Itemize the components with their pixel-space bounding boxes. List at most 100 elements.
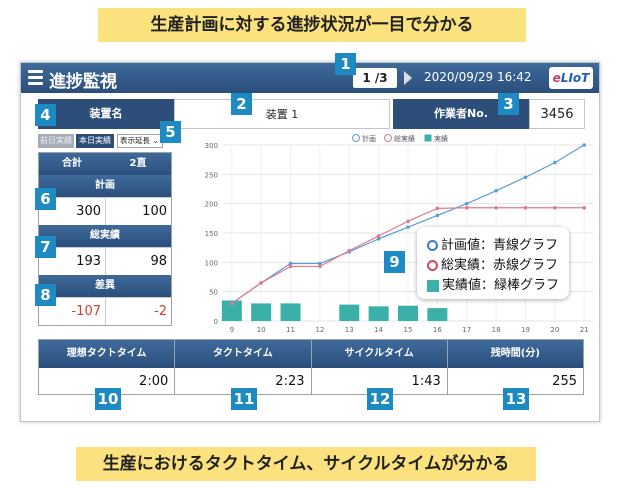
plan-label: 計画 [39,175,171,197]
stats-total-header: 合計 [39,153,105,175]
tab-today[interactable]: 本日実績 [76,134,114,148]
plan-point [435,213,440,218]
takt-column: タクトタイム 2:23 [174,340,311,394]
blue-ring-icon [427,240,438,251]
plan-point [494,188,498,193]
badge-2: 2 [231,93,252,115]
legend-actual-text: 実績値：緑棒グラフ [442,278,560,293]
x-tick-label: 9 [230,326,234,334]
legend-marker [352,134,360,142]
badge-3: 3 [498,93,519,115]
x-tick-label: 12 [315,326,324,334]
actual-total-point [494,205,498,210]
legend-row-actual: 実績値：緑棒グラフ [427,274,559,293]
actual-total-point [347,248,352,253]
x-tick-label: 10 [257,326,266,334]
progress-monitor-panel: 進捗監視 1 /3 2020/09/29 16:42 eLIoT 装置名 装置 … [20,62,600,422]
x-tick-label: 20 [550,326,559,334]
actual-total-point [553,205,557,210]
x-tick-label: 17 [462,326,471,334]
plan-point [288,261,293,266]
remaining-value: 255 [552,374,577,389]
actual-bar [368,306,389,321]
actual-total-point [230,301,234,306]
actual-total-point [288,264,293,269]
actual-bar [427,308,448,321]
stats-table: 合計 2直 計画 300 100 総実績 193 98 差異 -107 -2 [38,152,172,326]
badge-12: 12 [367,388,393,410]
plan-point [318,261,322,266]
legend-row-plan: 計画値：青線グラフ [427,234,558,253]
legend-row-actual-total: 総実績：赤線グラフ [427,254,558,273]
actual-total-point [259,281,263,285]
callout-takt: 生産におけるタクトタイム、サイクルタイムが分かる [76,447,536,481]
legend-plan-text: 計画値：青線グラフ [441,238,559,253]
remaining-label: 残時間(分) [447,340,583,368]
plan-shift2: 100 [105,197,171,225]
takt-value: 2:23 [275,374,305,389]
actual-total: 193 [39,247,105,275]
cycle-label: サイクルタイム [311,340,447,368]
plan-point [464,201,469,206]
cycle-column: サイクルタイム 1:43 [310,340,447,394]
legend-label: 計画 [362,134,376,143]
actual-total-point [406,219,410,224]
callout-progress: 生産計画に対する進捗状況が一目で分かる [98,8,526,42]
logo-e: e [552,71,561,85]
title-bar: 進捗監視 1 /3 2020/09/29 16:42 eLIoT [21,63,599,93]
y-tick-label: 300 [205,142,218,150]
legend-box: 計画値：青線グラフ 総実績：赤線グラフ 実績値：緑棒グラフ [417,227,569,299]
page-indicator[interactable]: 1 /3 [353,68,397,88]
plan-point [582,143,586,147]
y-tick-label: 250 [205,171,218,179]
logo: eLIoT [549,67,593,89]
ideal-takt-value: 2:00 [139,374,169,389]
actual-total-point [318,264,322,269]
badge-9: 9 [384,251,405,273]
cycle-value: 1:43 [411,374,441,389]
y-tick-label: 150 [205,230,218,238]
next-page-arrow-icon[interactable] [404,71,412,85]
menu-icon[interactable] [28,70,43,86]
plan-point [553,160,557,165]
badge-1: 1 [335,53,356,75]
badge-8: 8 [35,284,56,306]
red-ring-icon [427,260,438,271]
ideal-takt-label: 理想タクトタイム [39,340,175,368]
actual-label: 総実績 [39,225,171,247]
device-name-label: 装置名 [38,99,174,129]
ideal-takt-column: 理想タクトタイム 2:00 [39,340,175,394]
actual-bar [398,305,418,321]
actual-bar [221,300,242,321]
actual-bar [339,304,360,321]
x-tick-label: 15 [404,326,413,334]
y-tick-label: 200 [205,201,218,209]
green-square-icon [427,279,439,292]
remaining-column: 残時間(分) 255 [446,340,583,394]
badge-5: 5 [160,121,181,143]
x-tick-label: 11 [286,326,295,334]
x-tick-label: 14 [374,326,383,334]
y-tick-label: 50 [209,289,218,297]
plan-point [523,175,528,180]
tab-previous-day[interactable]: 前日実績 [38,134,74,148]
diff-label: 差異 [39,275,171,297]
worker-no-value: 3456 [529,99,585,129]
x-tick-label: 16 [433,326,442,334]
actual-shift2: 98 [105,247,171,275]
time-table: 理想タクトタイム 2:00 タクトタイム 2:23 サイクルタイム 1:43 残… [38,339,584,395]
actual-total-point [523,205,528,210]
legend-marker [424,134,432,142]
actual-total-point [435,206,440,211]
legend-label: 実績 [434,134,448,143]
display-select[interactable]: 表示延長 ⌄ [117,134,163,148]
actual-total-point [464,205,469,210]
badge-13: 13 [503,388,529,410]
actual-bar [280,303,301,321]
badge-10: 10 [95,388,121,410]
takt-label: タクトタイム [175,340,311,368]
actual-total-point [582,205,586,210]
legend-marker [384,134,392,142]
badge-4: 4 [35,104,56,126]
legend-label: 総実績 [394,134,415,143]
